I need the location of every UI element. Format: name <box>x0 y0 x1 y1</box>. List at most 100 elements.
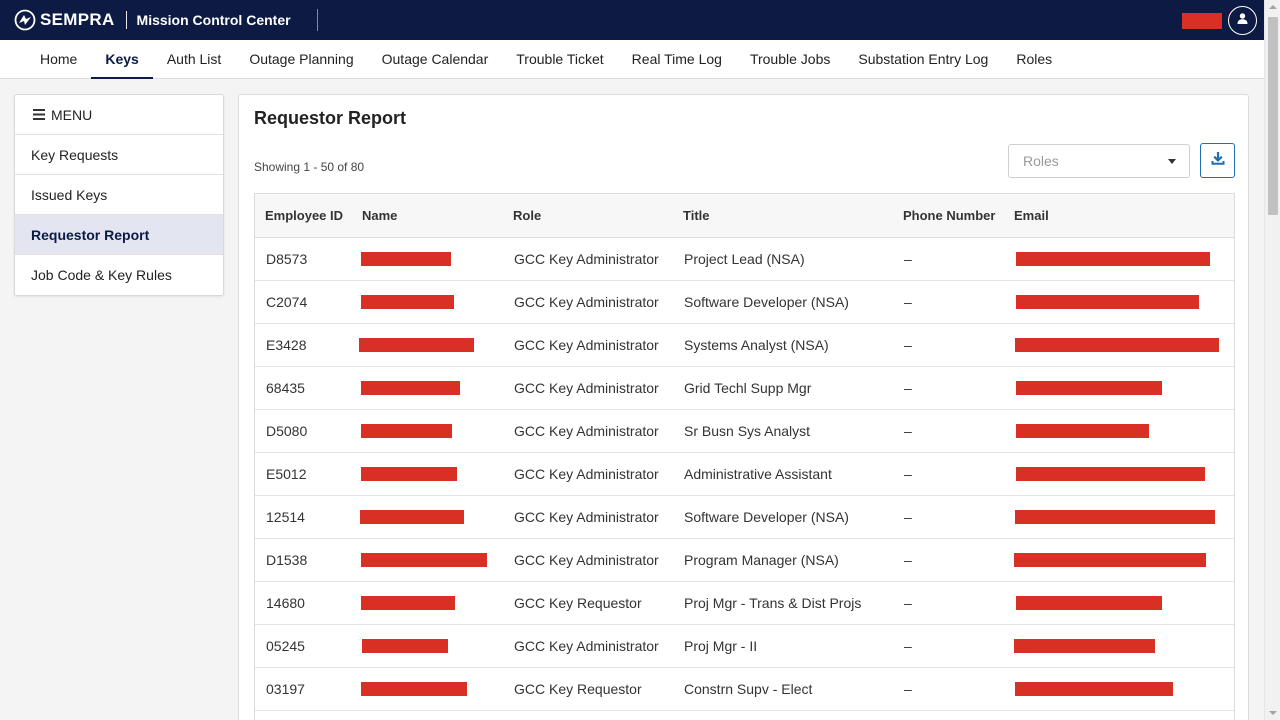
table-row[interactable]: 68435 GCC Key Administrator Grid Techl S… <box>255 366 1234 410</box>
role-cell: GCC Key Administrator <box>503 366 673 410</box>
sidebar-item-issued-keys[interactable]: Issued Keys <box>15 175 223 215</box>
table-row[interactable]: D1538 GCC Key Administrator Program Mana… <box>255 538 1234 582</box>
sidebar-item-key-requests[interactable]: Key Requests <box>15 135 223 175</box>
role-cell: GCC Key Requestor <box>503 667 673 711</box>
redaction-bar <box>1016 595 1162 610</box>
title-cell: Sr Busn Sys Analyst <box>673 409 893 453</box>
scroll-up-arrow-icon[interactable] <box>1269 5 1277 9</box>
tab-trouble-jobs[interactable]: Trouble Jobs <box>749 51 831 67</box>
sidebar-item-job-code-key-rules[interactable]: Job Code & Key Rules <box>31 267 172 283</box>
roles-filter-select[interactable]: Roles <box>1008 144 1190 178</box>
main-nav: Home Keys Auth List Outage Planning Outa… <box>0 40 1264 79</box>
redaction-bar <box>361 380 460 395</box>
redaction-bar <box>360 509 464 524</box>
employee-id-cell: E5012 <box>255 452 352 496</box>
title-cell: Proj Mgr - Trans & Dist Projs <box>673 581 893 625</box>
email-cell <box>1004 710 1234 720</box>
user-icon <box>1236 12 1249 30</box>
redaction-bar <box>1014 638 1155 653</box>
tab-outage-planning[interactable]: Outage Planning <box>249 51 354 67</box>
scroll-down-arrow-icon[interactable] <box>1269 711 1277 715</box>
tab-home[interactable]: Home <box>40 51 78 67</box>
column-header-phone-number[interactable]: Phone Number <box>893 194 1004 238</box>
name-cell-redacted <box>352 323 503 367</box>
phone-cell <box>893 710 1004 720</box>
brand-name: SEMPRA <box>40 10 115 29</box>
table-row[interactable]: E3428 GCC Key Administrator Systems Anal… <box>255 323 1234 367</box>
employee-id-cell: 12514 <box>255 495 352 539</box>
table-row[interactable]: D8573 GCC Key Administrator Project Lead… <box>255 237 1234 281</box>
email-cell-redacted <box>1004 667 1234 711</box>
hamburger-icon <box>33 109 45 120</box>
title-cell: Program Manager (NSA) <box>673 538 893 582</box>
name-cell-redacted <box>352 366 503 410</box>
redaction-bar <box>362 638 448 653</box>
role-cell: GCC Key Administrator <box>503 624 673 668</box>
table-row[interactable] <box>255 710 1234 720</box>
column-header-email[interactable]: Email <box>1004 194 1234 238</box>
table-row[interactable]: 12514 GCC Key Administrator Software Dev… <box>255 495 1234 539</box>
download-button[interactable] <box>1200 143 1235 178</box>
sidebar-menu: MENU Key Requests Issued Keys Requestor … <box>14 94 224 296</box>
table-header-row: Employee ID Name Role Title Phone Number… <box>255 194 1234 238</box>
employee-id-cell: 05245 <box>255 624 352 668</box>
email-cell-redacted <box>1004 538 1234 582</box>
title-cell <box>673 710 893 720</box>
column-header-employee-id[interactable]: Employee ID <box>255 194 352 238</box>
requestor-table: Employee ID Name Role Title Phone Number… <box>254 193 1235 720</box>
redaction-bar <box>1014 552 1206 567</box>
redaction-bar <box>1015 509 1215 524</box>
tab-auth-list[interactable]: Auth List <box>166 51 222 67</box>
table-row[interactable]: 05245 GCC Key Administrator Proj Mgr - I… <box>255 624 1234 668</box>
name-cell-redacted <box>352 280 503 324</box>
main-panel: Requestor Report Showing 1 - 50 of 80 Ro… <box>238 94 1249 720</box>
tab-real-time-log[interactable]: Real Time Log <box>631 51 722 67</box>
redaction-bar <box>361 552 487 567</box>
column-header-role[interactable]: Role <box>503 194 673 238</box>
name-cell-redacted <box>352 495 503 539</box>
column-header-name[interactable]: Name <box>352 194 503 238</box>
column-header-title[interactable]: Title <box>673 194 893 238</box>
redaction-bar <box>1016 294 1199 309</box>
employee-id-cell: E3428 <box>255 323 352 367</box>
phone-cell: – <box>893 667 1004 711</box>
title-cell: Software Developer (NSA) <box>673 280 893 324</box>
email-cell-redacted <box>1004 280 1234 324</box>
title-cell: Grid Techl Supp Mgr <box>673 366 893 410</box>
tab-roles[interactable]: Roles <box>1016 51 1053 67</box>
redaction-bar <box>1016 423 1149 438</box>
employee-id-cell: D5080 <box>255 409 352 453</box>
menu-header[interactable]: MENU <box>15 95 223 135</box>
page-scrollbar[interactable] <box>1264 0 1280 720</box>
sempra-logo-icon <box>14 9 36 31</box>
top-bar: SEMPRA Mission Control Center <box>0 0 1264 40</box>
tab-keys[interactable]: Keys <box>91 40 154 79</box>
tab-outage-calendar[interactable]: Outage Calendar <box>381 51 489 67</box>
app-title: Mission Control Center <box>136 12 291 28</box>
table-row[interactable]: D5080 GCC Key Administrator Sr Busn Sys … <box>255 409 1234 453</box>
name-cell <box>352 710 503 720</box>
redaction-bar <box>361 251 451 266</box>
tab-trouble-ticket[interactable]: Trouble Ticket <box>516 51 604 67</box>
redaction-bar <box>1015 337 1219 352</box>
download-icon <box>1211 151 1225 170</box>
table-row[interactable]: 03197 GCC Key Requestor Constrn Supv - E… <box>255 667 1234 711</box>
table-row[interactable]: C2074 GCC Key Administrator Software Dev… <box>255 280 1234 324</box>
tab-substation-entry-log[interactable]: Substation Entry Log <box>858 51 989 67</box>
email-cell-redacted <box>1004 581 1234 625</box>
employee-id-cell: 68435 <box>255 366 352 410</box>
table-row[interactable]: 14680 GCC Key Requestor Proj Mgr - Trans… <box>255 581 1234 625</box>
phone-cell: – <box>893 495 1004 539</box>
email-cell-redacted <box>1004 495 1234 539</box>
table-row[interactable]: E5012 GCC Key Administrator Administrati… <box>255 452 1234 496</box>
redaction-bar <box>1015 681 1173 696</box>
sidebar-item-requestor-report[interactable]: Requestor Report <box>15 215 223 255</box>
user-menu-button[interactable] <box>1228 6 1257 35</box>
brand[interactable]: SEMPRA Mission Control Center <box>14 0 318 40</box>
redaction-bar <box>1016 380 1162 395</box>
header-divider <box>316 9 318 31</box>
name-cell-redacted <box>352 452 503 496</box>
scrollbar-thumb[interactable] <box>1268 17 1278 215</box>
employee-id-cell: C2074 <box>255 280 352 324</box>
name-cell-redacted <box>352 409 503 453</box>
